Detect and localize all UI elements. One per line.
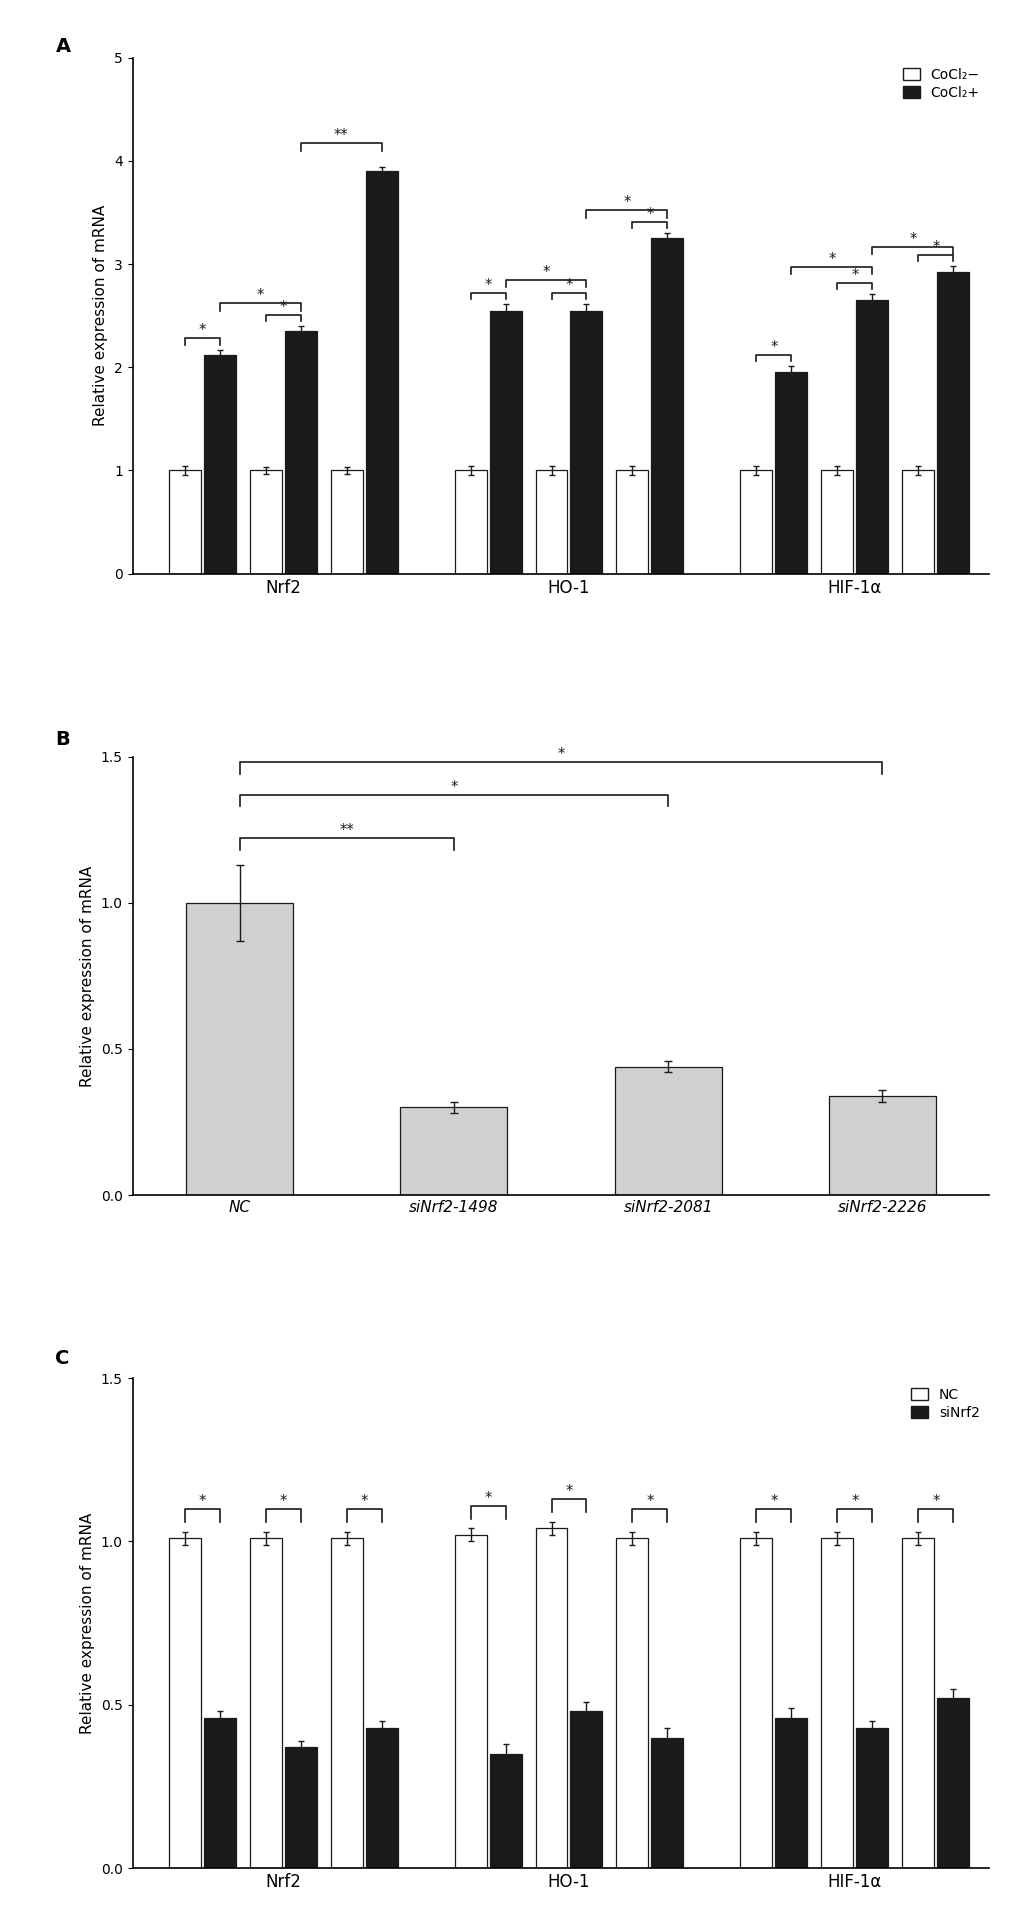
Text: **: **	[333, 129, 348, 143]
Text: *: *	[542, 264, 549, 279]
Text: *: *	[279, 1495, 286, 1508]
Bar	[400, 1107, 507, 1196]
Bar	[535, 470, 567, 574]
Text: *: *	[279, 300, 286, 314]
Bar	[774, 372, 807, 574]
Text: *: *	[484, 277, 491, 293]
Text: *: *	[556, 747, 565, 763]
Y-axis label: Relative expression of mRNA: Relative expression of mRNA	[81, 1512, 95, 1733]
Bar	[820, 470, 853, 574]
Bar	[936, 272, 968, 574]
Bar	[284, 331, 316, 574]
Bar	[740, 470, 771, 574]
Bar	[186, 903, 293, 1196]
Bar	[856, 1728, 888, 1868]
Bar	[651, 239, 683, 574]
Bar	[365, 171, 397, 574]
Text: *: *	[199, 324, 206, 339]
Bar	[489, 310, 521, 574]
Bar	[902, 470, 933, 574]
Bar	[330, 470, 362, 574]
Bar	[535, 1529, 567, 1868]
Bar	[774, 1718, 807, 1868]
Text: *: *	[565, 1485, 572, 1498]
Y-axis label: Relative expression of mRNA: Relative expression of mRNA	[81, 865, 95, 1086]
Legend: NC, siNrf2: NC, siNrf2	[907, 1385, 981, 1423]
Bar	[330, 1539, 362, 1868]
Bar	[454, 470, 486, 574]
Text: *: *	[484, 1491, 491, 1506]
Bar	[204, 1718, 235, 1868]
Text: *: *	[931, 1495, 938, 1508]
Bar	[250, 1539, 281, 1868]
Bar	[365, 1728, 397, 1868]
Text: *: *	[623, 195, 630, 210]
Text: *: *	[908, 231, 916, 247]
Bar	[489, 1755, 521, 1868]
Bar	[615, 470, 648, 574]
Text: *: *	[827, 252, 835, 268]
Bar	[615, 1539, 648, 1868]
Bar	[284, 1747, 316, 1868]
Text: *: *	[360, 1495, 368, 1508]
Text: *: *	[199, 1495, 206, 1508]
Text: **: **	[339, 824, 354, 838]
Text: A: A	[55, 37, 70, 56]
Bar	[827, 1096, 935, 1196]
Text: *: *	[565, 277, 572, 293]
Y-axis label: Relative expression of mRNA: Relative expression of mRNA	[94, 204, 108, 426]
Text: *: *	[769, 339, 776, 354]
Bar	[168, 470, 201, 574]
Legend: CoCl₂−, CoCl₂+: CoCl₂−, CoCl₂+	[899, 65, 981, 102]
Text: *: *	[256, 289, 264, 302]
Bar	[820, 1539, 853, 1868]
Bar	[740, 1539, 771, 1868]
Text: *: *	[769, 1495, 776, 1508]
Bar	[936, 1699, 968, 1868]
Text: *: *	[851, 268, 858, 283]
Text: *: *	[449, 780, 458, 795]
Bar	[902, 1539, 933, 1868]
Bar	[856, 300, 888, 574]
Bar	[204, 354, 235, 574]
Text: *: *	[931, 241, 938, 254]
Text: B: B	[55, 730, 70, 749]
Bar	[613, 1067, 721, 1196]
Text: *: *	[646, 1495, 653, 1508]
Text: C: C	[55, 1348, 69, 1367]
Bar	[570, 1712, 602, 1868]
Bar	[570, 310, 602, 574]
Bar	[454, 1535, 486, 1868]
Bar	[651, 1737, 683, 1868]
Bar	[250, 470, 281, 574]
Text: *: *	[851, 1495, 858, 1508]
Text: *: *	[646, 206, 653, 221]
Bar	[168, 1539, 201, 1868]
